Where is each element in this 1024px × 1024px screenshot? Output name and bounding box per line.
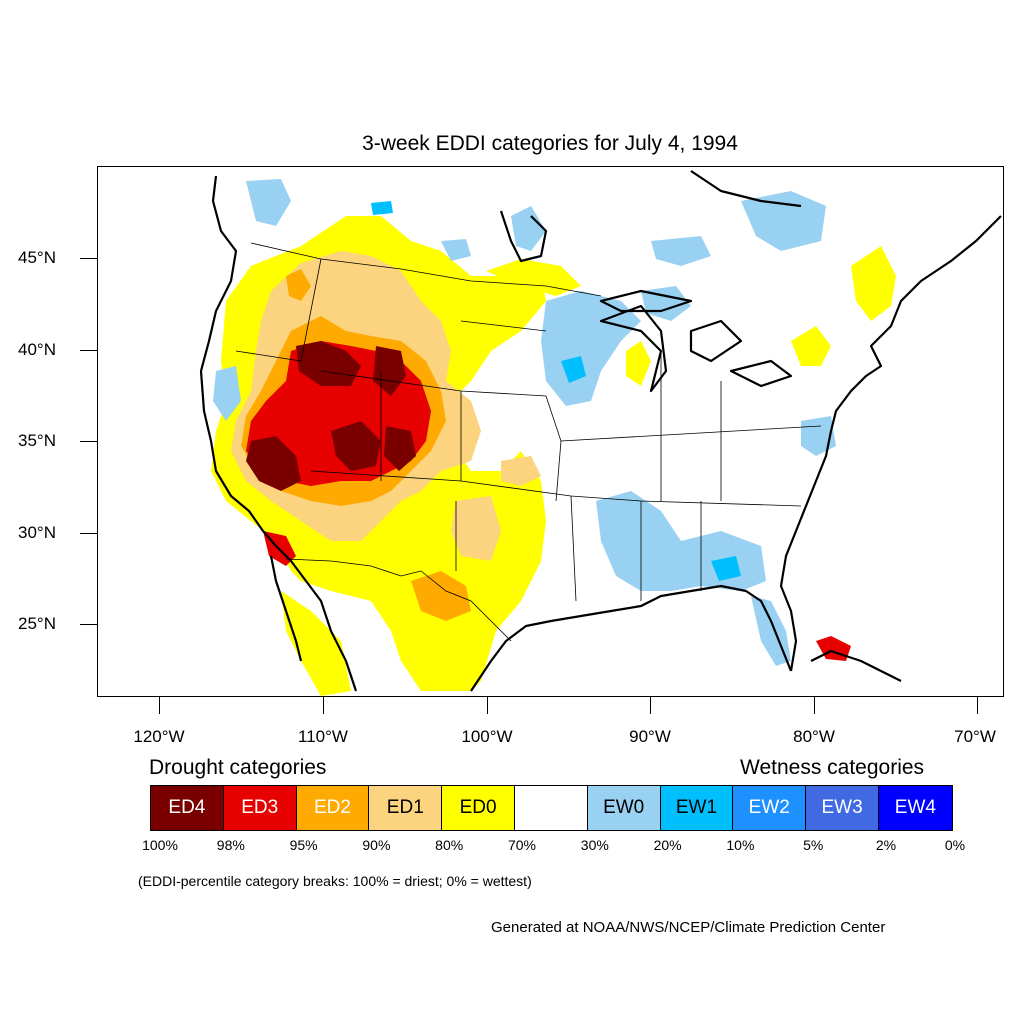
map-title: 3-week EDDI categories for July 4, 1994 bbox=[362, 132, 738, 155]
ed0-region bbox=[791, 326, 831, 366]
legend-box-ed1: ED1 bbox=[369, 786, 443, 830]
lon-label: 80°W bbox=[793, 727, 835, 746]
lon-tick bbox=[814, 697, 815, 714]
lon-tick bbox=[159, 697, 160, 714]
lon-tick bbox=[323, 697, 324, 714]
drought-categories-title: Drought categories bbox=[149, 756, 327, 779]
lon-label: 100°W bbox=[461, 727, 513, 746]
legend-box-ew4: EW4 bbox=[878, 786, 952, 830]
ed3-region bbox=[816, 636, 851, 661]
ew0-region bbox=[651, 236, 711, 266]
lon-label: 120°W bbox=[133, 727, 185, 746]
legend-box-ew0: EW0 bbox=[587, 786, 661, 830]
state-lines bbox=[235, 258, 822, 602]
category-legend: ED4 ED3 ED2 ED1 ED0 EW0 EW1 EW2 EW3 EW4 bbox=[150, 785, 953, 831]
percentile-label: 5% bbox=[803, 837, 824, 853]
legend-box-ew3: EW3 bbox=[806, 786, 879, 830]
lat-tick bbox=[80, 533, 97, 534]
percentile-label: 90% bbox=[362, 837, 391, 853]
ed1-region bbox=[501, 456, 541, 486]
legend-box-ew1: EW1 bbox=[660, 786, 734, 830]
great-lakes bbox=[599, 289, 793, 393]
percentile-label: 10% bbox=[726, 837, 755, 853]
lat-label: 35°N bbox=[18, 431, 56, 450]
legend-box-ed0: ED0 bbox=[442, 786, 515, 830]
west-coastline bbox=[199, 175, 358, 692]
cuba-coast bbox=[810, 649, 902, 682]
map-panel bbox=[97, 166, 1004, 697]
ew0-region bbox=[511, 206, 546, 251]
gulf-coastline bbox=[470, 584, 793, 692]
ed0-region bbox=[486, 259, 581, 296]
legend-box-neutral bbox=[514, 786, 588, 830]
percentile-label: 80% bbox=[435, 837, 464, 853]
legend-box-ed3: ED3 bbox=[223, 786, 297, 830]
percentile-label: 20% bbox=[653, 837, 682, 853]
ed4-region bbox=[384, 426, 416, 471]
ed2-region bbox=[286, 269, 311, 301]
ew0-region bbox=[213, 366, 241, 421]
ew1-region bbox=[371, 201, 393, 215]
percentile-label: 95% bbox=[289, 837, 318, 853]
legend-box-ed4: ED4 bbox=[151, 786, 224, 830]
ed0-region bbox=[851, 246, 896, 321]
lat-label: 30°N bbox=[18, 523, 56, 542]
lon-tick bbox=[650, 697, 651, 714]
east-coastline bbox=[779, 215, 1002, 672]
lat-label: 40°N bbox=[18, 340, 56, 359]
lat-tick bbox=[80, 624, 97, 625]
canada-lake-coast bbox=[499, 210, 548, 263]
legend-box-ed2: ED2 bbox=[296, 786, 370, 830]
lon-tick bbox=[977, 697, 978, 714]
ed0-region bbox=[281, 591, 351, 696]
percentile-label: 98% bbox=[216, 837, 245, 853]
percentile-label: 100% bbox=[142, 837, 178, 853]
us-canada-border bbox=[250, 242, 602, 297]
ed2-region bbox=[411, 571, 471, 621]
lon-label: 90°W bbox=[629, 727, 671, 746]
lon-label: 70°W bbox=[954, 727, 996, 746]
ed4-region bbox=[331, 421, 381, 471]
us-mexico-border bbox=[285, 558, 512, 642]
ew1-region bbox=[711, 556, 741, 581]
percentile-label: 0% bbox=[944, 837, 966, 853]
ed1-region bbox=[451, 496, 501, 561]
eddi-map bbox=[199, 170, 1002, 696]
hudson-bay-coast bbox=[690, 170, 802, 208]
credit-line: Generated at NOAA/NWS/NCEP/Climate Predi… bbox=[491, 919, 886, 936]
ew1-region bbox=[561, 356, 586, 383]
ew0-region bbox=[741, 191, 826, 251]
ed0-region bbox=[626, 341, 651, 386]
legend-box-ew2: EW2 bbox=[733, 786, 807, 830]
percentile-label: 30% bbox=[580, 837, 609, 853]
ed4-region bbox=[246, 436, 301, 491]
lon-tick bbox=[487, 697, 488, 714]
lon-label: 110°W bbox=[298, 727, 348, 746]
ew0-region bbox=[541, 291, 641, 406]
ew0-region bbox=[441, 239, 471, 261]
lat-tick bbox=[80, 258, 97, 259]
lat-tick bbox=[80, 350, 97, 351]
percentile-label: 70% bbox=[507, 837, 537, 853]
lat-tick bbox=[80, 441, 97, 442]
lat-label: 25°N bbox=[18, 614, 56, 633]
lat-label: 45°N bbox=[18, 248, 56, 267]
ew0-region bbox=[246, 179, 291, 226]
baja-coastline bbox=[269, 555, 303, 662]
wetness-categories-title: Wetness categories bbox=[740, 756, 925, 779]
ew0-region bbox=[641, 286, 691, 321]
legend-note: (EDDI-percentile category breaks: 100% =… bbox=[138, 873, 532, 889]
percentile-label: 2% bbox=[875, 837, 897, 853]
